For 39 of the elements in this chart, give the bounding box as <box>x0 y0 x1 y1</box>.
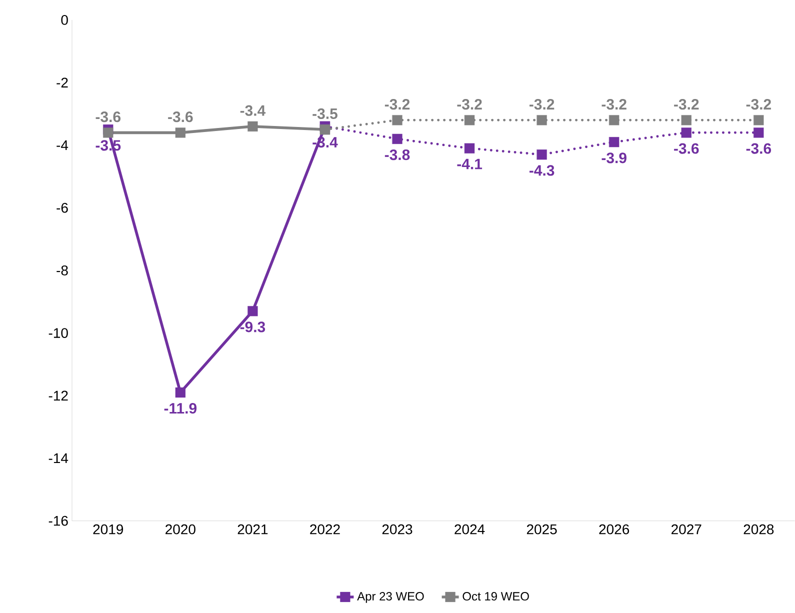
y-tick-label: -2 <box>56 78 68 88</box>
legend-label: Oct 19 WEO <box>462 592 529 601</box>
x-tick-label: 2022 <box>310 524 340 534</box>
x-tick-label: 2021 <box>238 524 268 534</box>
y-tick-label: -8 <box>56 266 68 276</box>
y-tick-label: -10 <box>48 328 68 338</box>
data-label: -9.3 <box>240 322 266 332</box>
x-tick-label: 2026 <box>599 524 630 534</box>
data-label: -3.4 <box>240 105 266 116</box>
data-label: -3.6 <box>674 143 699 154</box>
data-label: -3.6 <box>96 112 121 122</box>
y-tick-label: -16 <box>48 516 68 526</box>
y-tick-label: 0 <box>61 15 68 26</box>
x-tick-label: 2028 <box>744 524 774 534</box>
data-label: -3.6 <box>168 112 193 122</box>
data-label: -3.2 <box>602 99 626 110</box>
data-label: -3.6 <box>746 143 772 154</box>
data-label: -3.9 <box>602 152 626 164</box>
y-tick-label: -6 <box>56 202 68 213</box>
legend-label: Apr 23 WEO <box>357 592 424 603</box>
data-label: -11.9 <box>164 403 197 414</box>
data-label: -3.5 <box>312 108 338 120</box>
data-label: -3.8 <box>384 150 410 160</box>
x-tick-label: 2020 <box>166 524 196 534</box>
x-tick-label: 2027 <box>672 524 702 534</box>
data-label: -3.2 <box>384 99 410 110</box>
data-label: -3.2 <box>674 99 699 110</box>
data-label: -3.2 <box>457 99 482 110</box>
data-label: -4.1 <box>457 158 482 170</box>
y-tick-label: -12 <box>48 390 68 401</box>
y-tick-label: -4 <box>56 140 68 150</box>
x-tick-label: 2023 <box>382 524 412 534</box>
y-tick-label: -14 <box>48 454 68 464</box>
x-tick-label: 2019 <box>93 524 124 534</box>
data-label: -3.2 <box>746 99 771 110</box>
data-label: -3.2 <box>529 99 554 110</box>
x-tick-label: 2024 <box>454 524 485 534</box>
x-tick-label: 2025 <box>526 524 557 534</box>
data-label: -4.3 <box>529 165 554 176</box>
